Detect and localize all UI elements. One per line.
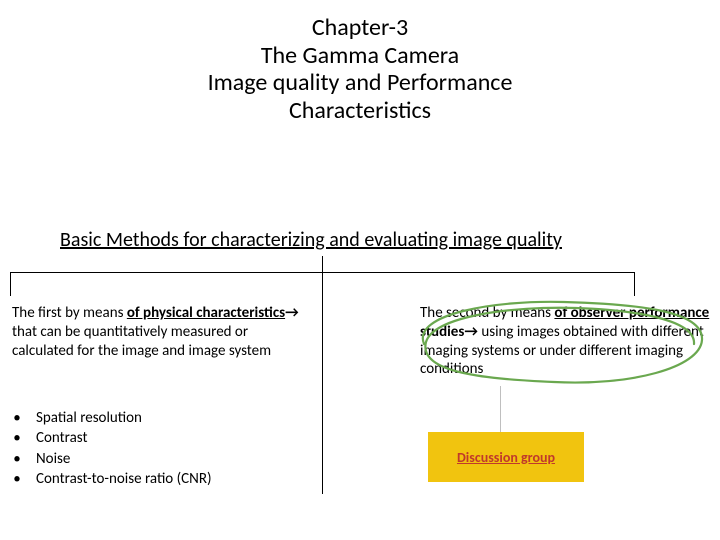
slide: Chapter-3 The Gamma Camera Image quality… bbox=[0, 0, 720, 540]
discussion-group-connector bbox=[500, 386, 501, 432]
left-para-underlined: of physical characteristics bbox=[127, 304, 285, 322]
right-para-arrow: → bbox=[464, 323, 478, 341]
discussion-group-label: Discussion group bbox=[457, 449, 555, 466]
subheading: Basic Methods for characterizing and eva… bbox=[60, 228, 562, 252]
right-para-underlined: of observer performance bbox=[554, 304, 709, 322]
list-item: • Contrast-to-noise ratio (CNR) bbox=[12, 469, 310, 489]
left-para-prefix: The first by means bbox=[12, 304, 127, 322]
left-para-arrow: → bbox=[285, 304, 299, 322]
list-item: • Spatial resolution bbox=[12, 408, 310, 428]
right-column: The second by means of observer performa… bbox=[420, 304, 710, 379]
right-paragraph: The second by means of observer performa… bbox=[420, 304, 710, 379]
bracket-right-leg bbox=[634, 272, 635, 296]
title-line-1: Chapter-3 bbox=[0, 14, 720, 42]
bullet-text: Contrast-to-noise ratio (CNR) bbox=[36, 469, 212, 489]
bullet-text: Contrast bbox=[36, 428, 88, 448]
left-para-suffix: that can be quantitatively measured or c… bbox=[12, 323, 271, 360]
left-paragraph: The first by means of physical character… bbox=[12, 304, 310, 360]
bullet-icon: • bbox=[12, 408, 22, 428]
list-item: • Contrast bbox=[12, 428, 310, 448]
title-block: Chapter-3 The Gamma Camera Image quality… bbox=[0, 14, 720, 124]
discussion-group-box: Discussion group bbox=[428, 432, 584, 482]
bullet-text: Spatial resolution bbox=[36, 408, 142, 428]
bracket-stem bbox=[322, 256, 323, 272]
bullet-icon: • bbox=[12, 469, 22, 489]
bracket-left-leg bbox=[10, 272, 11, 296]
left-column: The first by means of physical character… bbox=[12, 304, 310, 360]
title-line-3: Image quality and Performance bbox=[0, 69, 720, 97]
bullet-icon: • bbox=[12, 428, 22, 448]
bullet-icon: • bbox=[12, 449, 22, 469]
list-item: • Noise bbox=[12, 449, 310, 469]
title-line-4: Characteristics bbox=[0, 97, 720, 125]
bracket-mid-separator bbox=[322, 272, 323, 494]
bullet-text: Noise bbox=[36, 449, 70, 469]
title-line-2: The Gamma Camera bbox=[0, 42, 720, 70]
right-para-bold: studies bbox=[420, 323, 464, 341]
bullet-list: • Spatial resolution • Contrast • Noise … bbox=[12, 408, 310, 489]
right-para-prefix: The second by means bbox=[420, 304, 554, 322]
